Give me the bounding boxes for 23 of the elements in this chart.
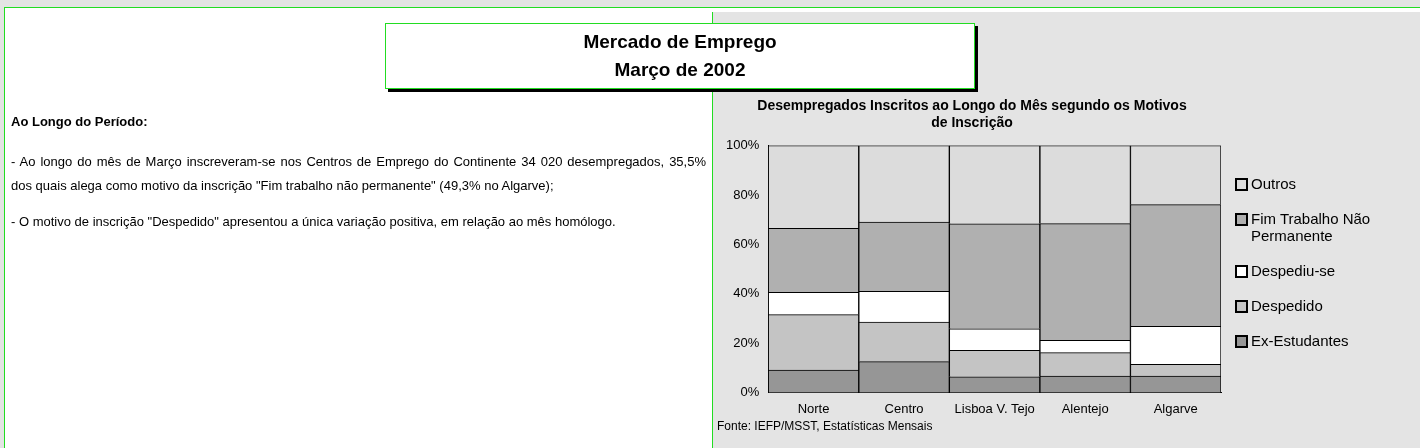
x-tick-label: Centro (884, 400, 924, 416)
text: Fim Trabalho Não Permanente (1251, 210, 1372, 244)
source-note: Fonte: IEFP/MSST, Estatísticas Mensais (717, 419, 933, 433)
legend-label: Despediu-se (1251, 262, 1337, 279)
text: - O motivo de inscrição "Despedido" apresentou a única variação positiva, em relação ao mês homólogo. (11, 213, 617, 231)
legend-label: Ex-Estudantes (1251, 332, 1350, 349)
legend-label: Outros (1251, 175, 1297, 192)
y-tick-label: 100% (726, 137, 760, 153)
y-tick-label: 0% (740, 383, 760, 399)
x-tick-label: Algarve (1153, 400, 1198, 416)
y-tick-label: 60% (733, 235, 760, 251)
text: Março de 2002 (613, 58, 747, 82)
text: Mercado de Emprego (582, 30, 778, 54)
legend-label: Despedido (1251, 297, 1324, 314)
chart-title: Desempregados Inscritos ao Longo do Mês segundo os Motivos de Inscrição (757, 97, 1187, 131)
x-tick-label: Lisboa V. Tejo (954, 400, 1035, 416)
y-tick-label: 80% (733, 186, 760, 202)
text: Ao Longo do Período: (11, 113, 149, 131)
x-tick-label: Norte (797, 400, 830, 416)
x-tick-label: Alentejo (1061, 400, 1109, 416)
y-tick-label: 20% (733, 334, 760, 350)
y-tick-label: 40% (733, 285, 760, 301)
text: - Ao longo do mês de Março inscreveram-se nos Centros de Emprego do Continente 34 020 desempregados, 35,5% dos quais alega como motivo da inscrição "Fim trabalho não permanente" (49,3% no Algarve); (11, 153, 706, 195)
